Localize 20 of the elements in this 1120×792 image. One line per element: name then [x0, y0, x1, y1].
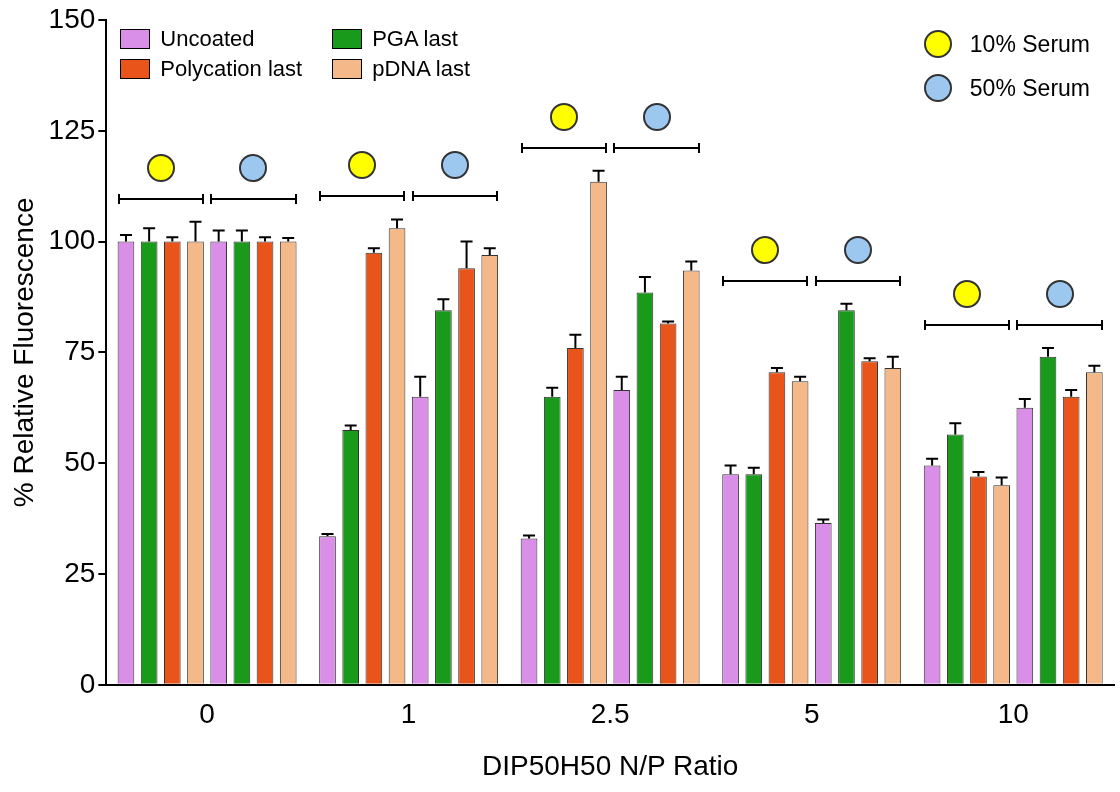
y-tick-label: 150 [48, 2, 96, 34]
x-tick-label: 10 [997, 698, 1029, 730]
legend-label: PGA last [372, 26, 458, 52]
y-tick-label: 125 [48, 113, 96, 145]
x-tick-label: 2.5 [590, 698, 630, 730]
x-tick-label: 1 [400, 698, 417, 730]
annotation: 10% Serum [969, 30, 1090, 58]
x-axis-title: DIP50H50 N/P Ratio [482, 749, 739, 781]
legend-label: Uncoated [160, 26, 255, 52]
y-tick-label: 100 [48, 224, 96, 256]
y-tick-label: 50 [64, 445, 96, 477]
annotation: 50% Serum [969, 74, 1090, 102]
y-tick-label: 25 [64, 556, 96, 588]
legend-label: Polycation last [160, 56, 303, 82]
y-axis-title: % Relative Fluorescence [7, 197, 39, 508]
y-tick-label: 75 [64, 335, 96, 367]
legend-label: pDNA last [372, 56, 470, 82]
x-tick-label: 5 [803, 698, 820, 730]
y-tick-label: 0 [79, 667, 96, 699]
x-tick-label: 0 [199, 698, 215, 730]
